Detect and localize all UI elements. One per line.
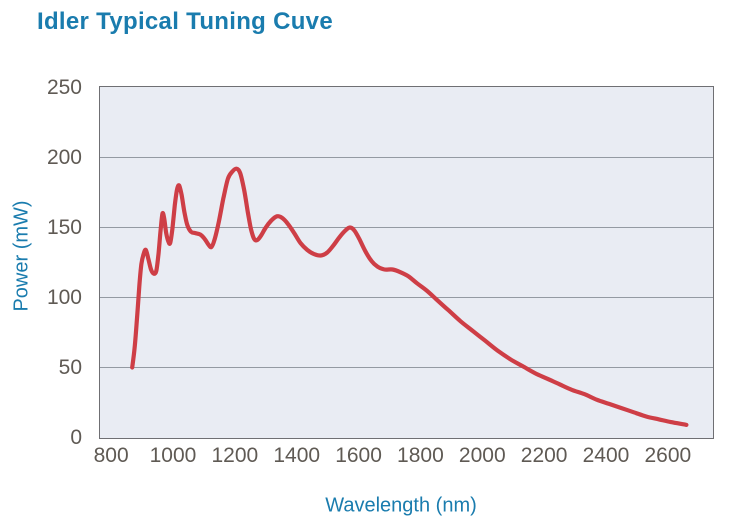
x-tick-label-2000: 2000 — [458, 444, 506, 467]
x-tick-label-2400: 2400 — [582, 444, 630, 467]
y-tick-label-0: 0 — [70, 425, 82, 449]
y-tick-label-100: 100 — [46, 285, 82, 309]
x-tick-label-1200: 1200 — [211, 444, 259, 467]
x-tick-label-2200: 2200 — [520, 444, 568, 467]
x-tick-label-2600: 2600 — [644, 444, 692, 467]
x-tick-label-1400: 1400 — [273, 444, 321, 467]
y-axis-title: Power (mW) — [10, 200, 33, 312]
y-tick-label-150: 150 — [46, 215, 82, 239]
x-axis-title: Wavelength (nm) — [325, 494, 477, 517]
y-tick-label-200: 200 — [46, 145, 82, 169]
plot-area — [99, 86, 714, 439]
x-tick-label-800: 800 — [93, 444, 129, 467]
y-tick-label-250: 250 — [46, 75, 82, 99]
x-tick-label-1600: 1600 — [335, 444, 382, 467]
x-tick-label-1000: 1000 — [149, 444, 197, 467]
chart-title: Idler Typical Tuning Cuve — [37, 8, 333, 35]
series-curve — [130, 166, 689, 427]
x-tick-label-1800: 1800 — [397, 444, 444, 467]
tuning-curve-svg — [100, 157, 713, 427]
y-tick-label-50: 50 — [58, 355, 82, 379]
